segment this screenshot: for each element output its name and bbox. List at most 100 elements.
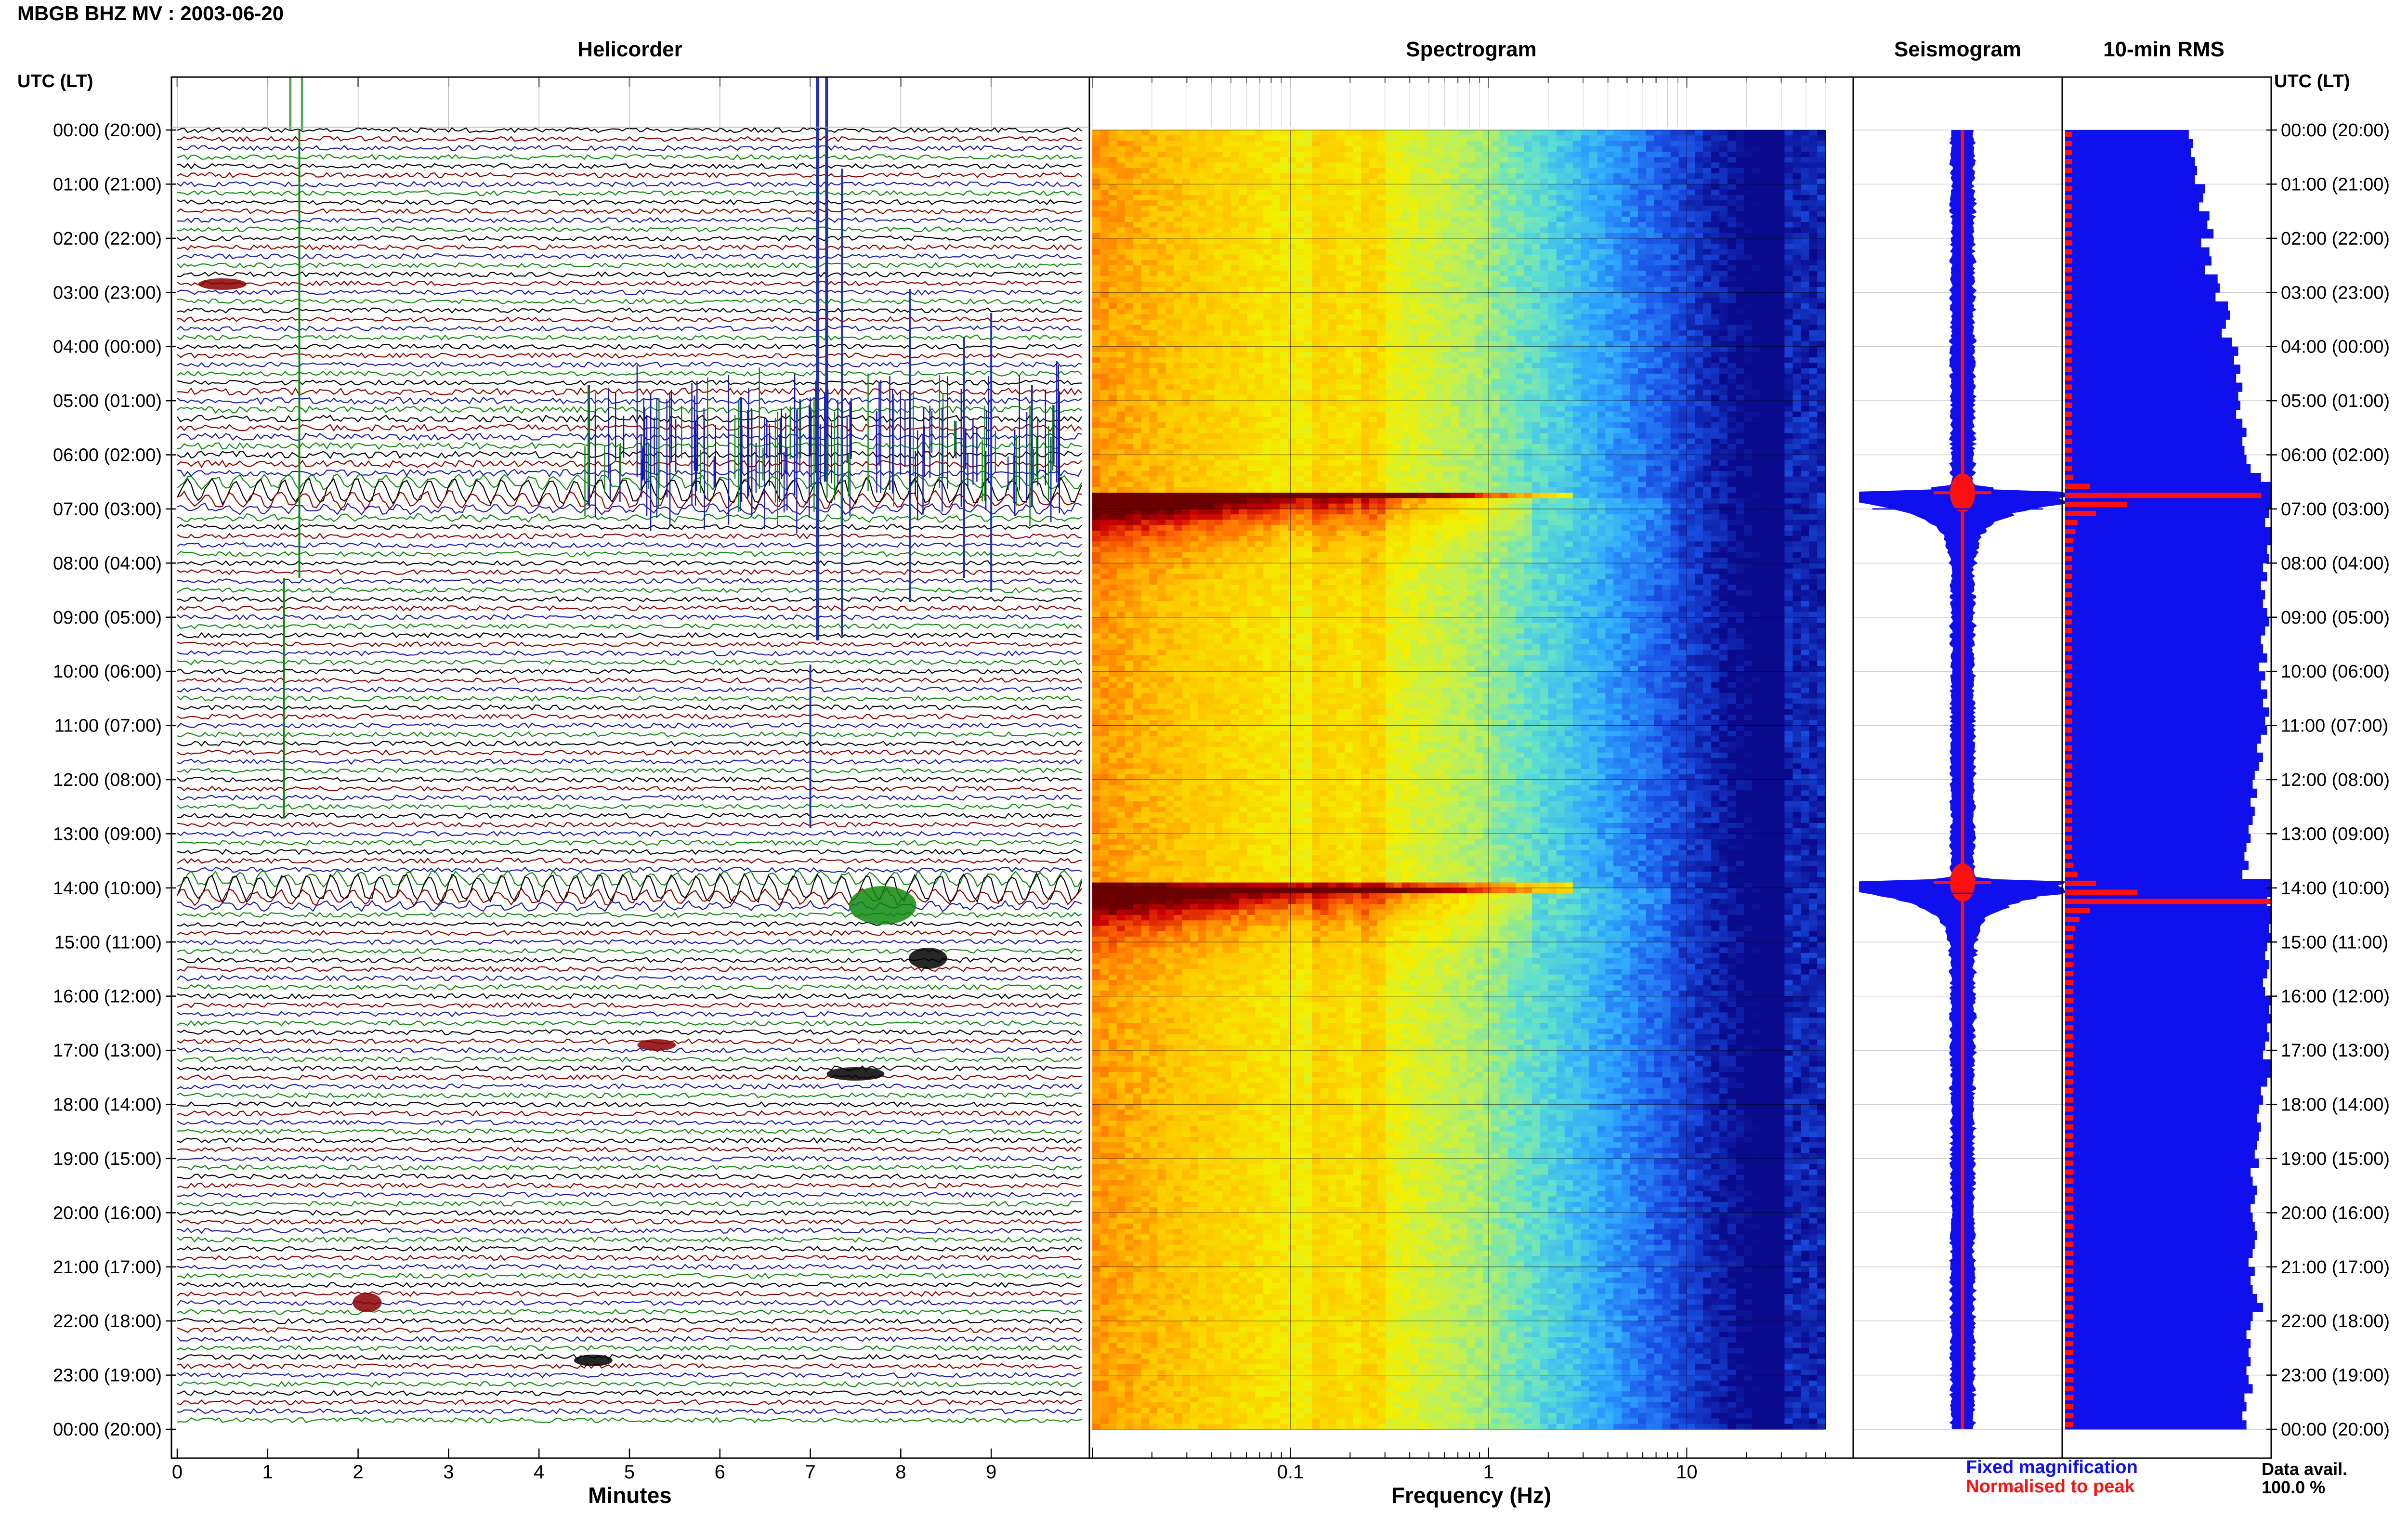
- rms-bar-normalised: [2065, 1305, 2073, 1310]
- rms-bar-normalised: [2065, 881, 2096, 886]
- helicorder-event-blob: [909, 948, 947, 969]
- rms-bar-normalised: [2065, 845, 2072, 850]
- hour-label-left: 07:00 (03:00): [53, 499, 162, 520]
- rms-bar-normalised: [2065, 168, 2072, 173]
- helicorder-trace: [177, 1328, 1082, 1332]
- helicorder-trace: [177, 1292, 1082, 1296]
- spectrogram-xlabel: Frequency (Hz): [1391, 1482, 1551, 1508]
- rms-bar-fixed: [2065, 734, 2261, 744]
- rms-bar-normalised: [2065, 745, 2072, 751]
- rms-bar-fixed: [2065, 193, 2203, 202]
- rms-bar-normalised: [2065, 1016, 2073, 1021]
- rms-bar-fixed: [2065, 455, 2247, 464]
- rms-bar-normalised: [2065, 601, 2072, 606]
- helicorder-trace: [177, 191, 1082, 196]
- helicorder-trace: [177, 1228, 1082, 1233]
- rms-bar-normalised: [2065, 1088, 2073, 1094]
- rms-bar-fixed: [2065, 446, 2244, 455]
- rms-bar-normalised: [2065, 430, 2072, 435]
- rms-bar-fixed: [2065, 996, 2271, 1005]
- helicorder-trace: [177, 335, 1082, 340]
- helicorder-trace: [177, 263, 1082, 268]
- hour-label-left: 09:00 (05:00): [53, 608, 162, 628]
- rms-bar-fixed: [2065, 1113, 2257, 1122]
- helicorder-trace: [177, 236, 1082, 241]
- rms-bar-normalised: [2065, 1332, 2073, 1337]
- rms-bar-fixed: [2065, 599, 2263, 608]
- helicorder-trace: [177, 732, 1082, 737]
- rms-bar-normalised: [2065, 926, 2075, 931]
- hour-label-right: 09:00 (05:00): [2281, 608, 2390, 628]
- helicorder-trace: [177, 714, 1082, 719]
- rms-bar-normalised: [2065, 854, 2072, 859]
- helicorder-trace: [177, 831, 1082, 836]
- helicorder-trace: [177, 570, 1082, 574]
- rms-bar-normalised: [2065, 1007, 2073, 1012]
- rms-bar-fixed: [2065, 1176, 2253, 1186]
- rms-bar-normalised: [2065, 619, 2072, 625]
- rms-bar-normalised: [2065, 944, 2073, 949]
- rms-bar-normalised: [2065, 475, 2073, 480]
- hour-label-left: 19:00 (15:00): [53, 1149, 162, 1169]
- spectrogram-tick-label: 1: [1483, 1462, 1494, 1483]
- helicorder-trace: [177, 137, 1082, 142]
- rms-bar-fixed: [2065, 816, 2253, 825]
- helicorder-trace: [177, 1111, 1082, 1116]
- helicorder-trace: [177, 822, 1082, 827]
- rms-bar-normalised: [2065, 330, 2072, 336]
- hour-label-right: 05:00 (01:00): [2281, 391, 2390, 411]
- rms-bar-fixed: [2065, 211, 2210, 221]
- helicorder-trace: [177, 1373, 1082, 1378]
- helicorder-xlabel: Minutes: [588, 1482, 672, 1508]
- helicorder-trace: [177, 388, 1082, 395]
- hour-label-right: 23:00 (19:00): [2281, 1366, 2390, 1386]
- rms-bar-fixed: [2065, 1050, 2263, 1059]
- hour-label-right: 15:00 (11:00): [2281, 932, 2388, 953]
- hour-label-right: 10:00 (06:00): [2281, 662, 2390, 682]
- rms-bar-fixed: [2065, 978, 2263, 987]
- rms-bar-normalised: [2065, 249, 2072, 254]
- hour-label-right: 14:00 (10:00): [2281, 878, 2390, 899]
- helicorder-trace: [177, 218, 1082, 222]
- helicorder-trace: [177, 1174, 1082, 1179]
- rms-bar-fixed: [2065, 1105, 2259, 1114]
- hour-label-left: 00:00 (20:00): [53, 1420, 162, 1440]
- helicorder-trace: [177, 1012, 1082, 1017]
- hour-label-left: 22:00 (18:00): [53, 1311, 162, 1331]
- rms-bar-fixed: [2065, 1384, 2253, 1393]
- helicorder-trace: [177, 1003, 1082, 1008]
- rms-bar-fixed: [2065, 572, 2267, 581]
- helicorder-trace: [177, 870, 1082, 887]
- rms-bar-normalised: [2065, 1043, 2073, 1048]
- rms-bar-fixed: [2065, 762, 2259, 771]
- rms-bar-fixed: [2065, 238, 2201, 248]
- rms-bar-normalised: [2065, 953, 2073, 958]
- helicorder-trace: [177, 1274, 1082, 1279]
- helicorder-trace: [177, 524, 1082, 529]
- rms-bar-normalised: [2065, 1214, 2073, 1220]
- rms-bar-fixed: [2065, 220, 2207, 229]
- utc-label-left: UTC (LT): [17, 71, 93, 92]
- helicorder-trace: [177, 1337, 1082, 1342]
- data-availability-value: 100.0 %: [2262, 1477, 2325, 1498]
- rms-bar-normalised: [2065, 727, 2072, 732]
- rms-bar-fixed: [2065, 1321, 2251, 1330]
- hour-label-right: 06:00 (02:00): [2281, 445, 2390, 466]
- rms-bar-normalised: [2065, 1025, 2073, 1031]
- rms-bar-normalised: [2065, 610, 2072, 615]
- rms-bar-fixed: [2065, 1032, 2269, 1042]
- rms-bar-fixed: [2065, 1402, 2247, 1411]
- helicorder-trace: [177, 514, 1082, 522]
- rms-bar-normalised: [2065, 439, 2072, 444]
- helicorder-trace: [177, 1030, 1082, 1035]
- hour-label-right: 04:00 (00:00): [2281, 337, 2390, 357]
- helicorder-trace: [177, 534, 1082, 538]
- helicorder-trace: [177, 1156, 1082, 1161]
- rms-bar-fixed: [2065, 464, 2251, 473]
- rms-bar-fixed: [2065, 780, 2253, 789]
- helicorder-trace: [177, 1265, 1082, 1269]
- rms-bar-fixed: [2065, 1330, 2247, 1339]
- rms-bar-fixed: [2065, 1077, 2267, 1086]
- rms-bar-fixed: [2065, 1420, 2247, 1429]
- rms-bar-normalised: [2065, 294, 2072, 300]
